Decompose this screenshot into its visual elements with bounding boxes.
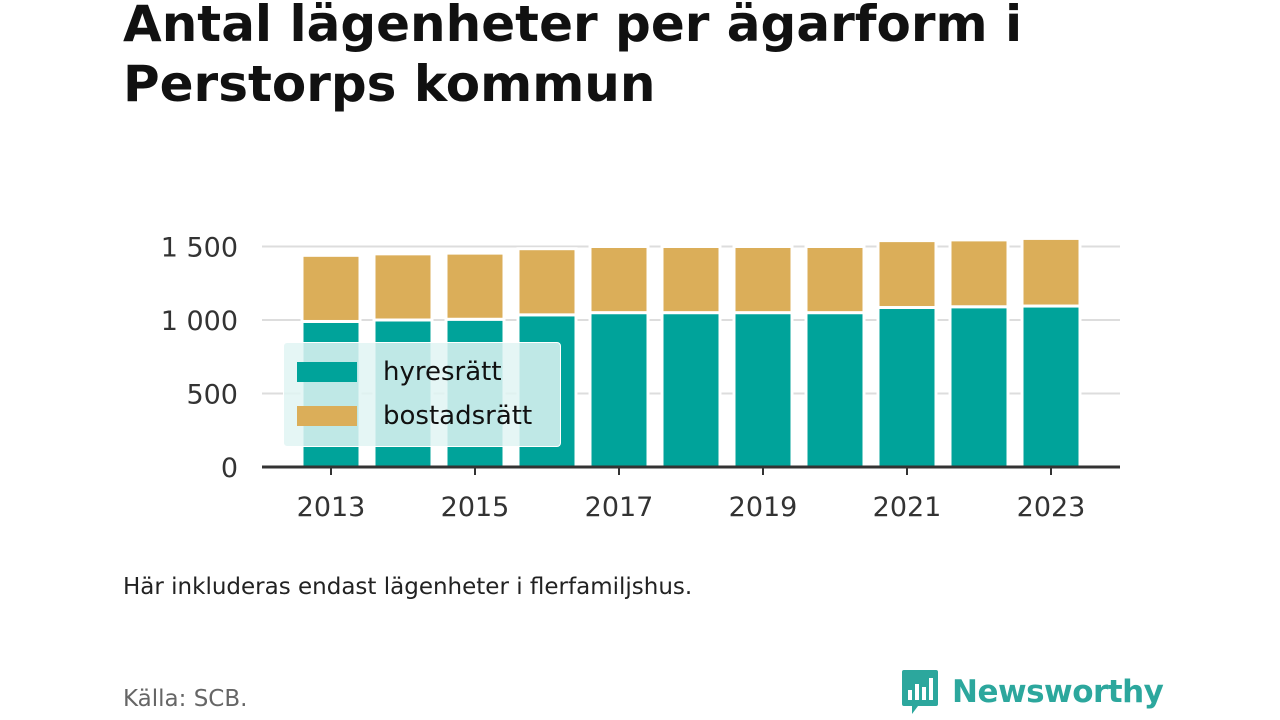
axes: 0 500 1 000 1 500 2013 2015 2017 2019 2021 2023 <box>161 233 1120 523</box>
x-tick-label: 2023 <box>1017 492 1086 523</box>
bar-bostadsratt <box>516 247 578 317</box>
bar-hyresratt <box>948 305 1010 469</box>
source-note: Källa: SCB. <box>123 686 248 712</box>
legend-label-bostadsratt: bostadsrätt <box>383 401 533 431</box>
legend-item-hyresratt: hyresrätt <box>297 357 502 387</box>
bar-hyresratt <box>732 311 794 469</box>
legend: hyresrätt bostadsrätt <box>283 342 561 447</box>
bar-bostadsratt <box>444 251 506 321</box>
legend-label-hyresratt: hyresrätt <box>383 357 502 387</box>
bar-hyresratt <box>804 311 866 469</box>
x-tick-label: 2019 <box>729 492 798 523</box>
bar-bostadsratt <box>948 238 1010 309</box>
legend-item-bostadsratt: bostadsrätt <box>297 401 532 431</box>
bar-chart-speech-bubble-icon <box>902 670 938 714</box>
bar-hyresratt <box>588 311 650 469</box>
x-tick-label: 2015 <box>441 492 510 523</box>
brand-logo[interactable]: Newsworthy <box>900 668 1164 716</box>
bar-bostadsratt <box>588 245 650 315</box>
bar-bostadsratt <box>876 239 938 310</box>
y-tick-label: 1 000 <box>161 306 238 337</box>
x-tick-label: 2017 <box>585 492 654 523</box>
chart-title: Antal lägenheter per ägarform i Perstorp… <box>123 0 1023 113</box>
bar-hyresratt <box>660 311 722 469</box>
bar-bostadsratt <box>660 245 722 315</box>
bar-bostadsratt <box>300 253 362 323</box>
legend-swatch-bostadsratt <box>297 406 357 426</box>
bar-bostadsratt <box>372 252 434 322</box>
x-tick-label: 2013 <box>297 492 366 523</box>
bar-bostadsratt <box>804 245 866 315</box>
brand-name: Newsworthy <box>952 674 1164 710</box>
y-tick-label: 0 <box>221 453 238 484</box>
bar-bostadsratt <box>1020 236 1082 308</box>
bar-hyresratt <box>1020 304 1082 469</box>
chart-note: Här inkluderas endast lägenheter i flerf… <box>123 574 693 600</box>
x-tick-label: 2021 <box>873 492 942 523</box>
y-tick-label: 500 <box>186 380 238 411</box>
bar-bostadsratt <box>732 245 794 315</box>
bar-hyresratt <box>876 306 938 469</box>
y-tick-label: 1 500 <box>161 233 238 264</box>
legend-swatch-hyresratt <box>297 362 357 382</box>
